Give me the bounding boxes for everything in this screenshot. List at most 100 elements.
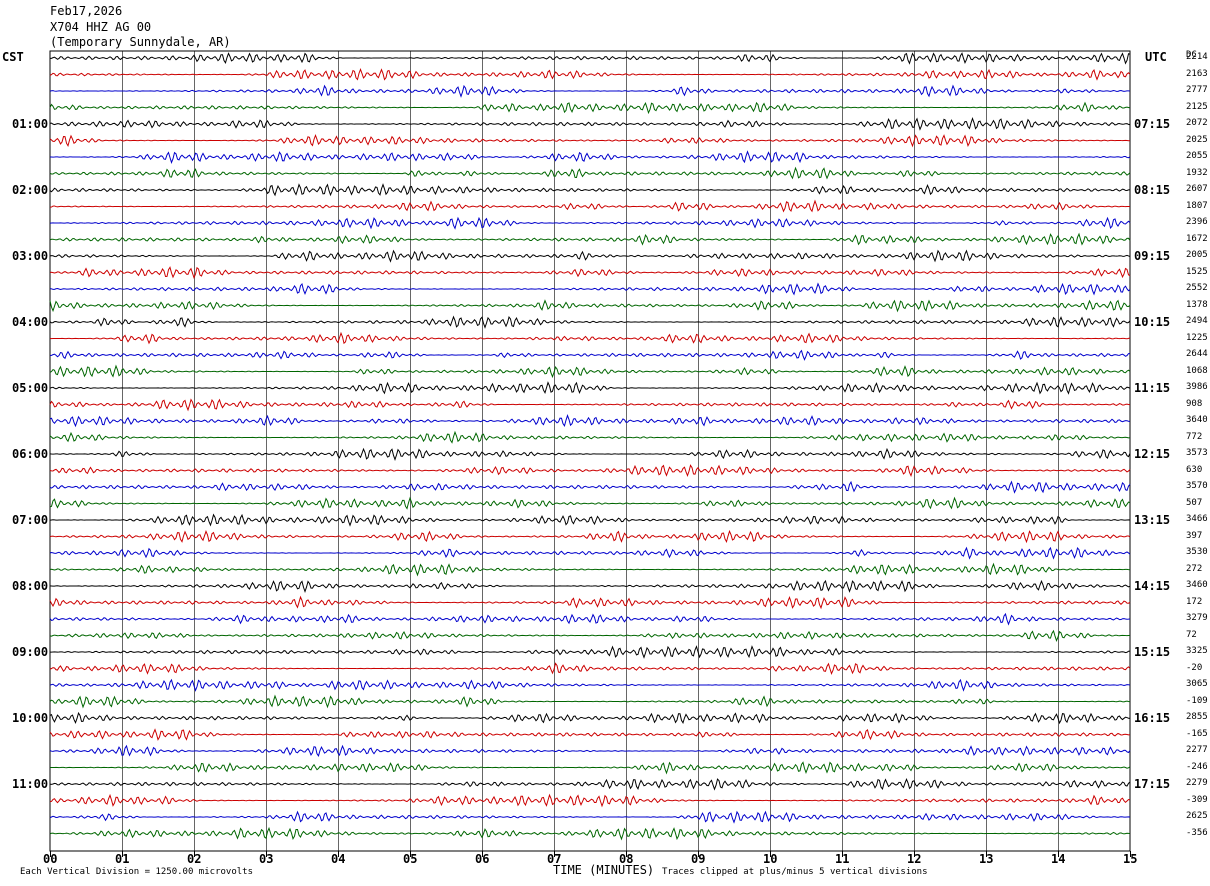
x-tick-label: 12 — [907, 852, 922, 866]
seismic-trace-15 — [49, 282, 1131, 296]
chart-station: X704 HHZ AG 00 — [50, 20, 152, 34]
dc-offset-label: 1225 — [1186, 332, 1208, 343]
seismic-trace-37 — [49, 645, 1131, 659]
dc-offset-label: 397 — [1186, 530, 1203, 541]
seismic-trace-35 — [49, 612, 1131, 626]
footer-left-note: Each Vertical Division = 1250.00 microvo… — [20, 867, 253, 877]
seismic-trace-3 — [49, 84, 1131, 98]
seismic-trace-41 — [49, 711, 1131, 725]
left-timezone-label: CST — [2, 50, 24, 64]
right-hour-label: 10:15 — [1134, 315, 1171, 329]
dc-offset-label: 1932 — [1186, 167, 1208, 178]
seismic-trace-6 — [49, 133, 1131, 148]
dc-offset-label: 772 — [1186, 431, 1203, 442]
x-tick-label: 13 — [979, 852, 994, 866]
left-hour-label: 04:00 — [12, 315, 49, 329]
seismic-trace-22 — [49, 398, 1131, 412]
seismic-trace-30 — [49, 529, 1131, 544]
dc-offset-label: 3986 — [1186, 382, 1208, 392]
dc-offset-label: 2396 — [1186, 217, 1208, 227]
dc-offset-label: 2625 — [1186, 811, 1208, 821]
seismic-trace-28 — [49, 496, 1131, 510]
seismic-trace-2 — [49, 68, 1131, 81]
dc-offset-label: 2005 — [1186, 250, 1208, 260]
chart-date: Feb17,2026 — [50, 4, 123, 18]
x-tick-label: 03 — [259, 852, 274, 866]
seismic-trace-26 — [49, 464, 1131, 477]
right-hour-label: 12:15 — [1134, 447, 1171, 461]
dc-offset-label: -356 — [1186, 827, 1208, 838]
dc-offset-label: 272 — [1186, 563, 1203, 574]
seismic-trace-16 — [49, 299, 1131, 313]
right-hour-label: 07:15 — [1134, 117, 1171, 131]
seismic-trace-47 — [49, 810, 1131, 824]
right-hour-label: 09:15 — [1134, 249, 1171, 263]
dc-offset-label: 2055 — [1186, 151, 1208, 161]
seismic-trace-32 — [49, 562, 1131, 577]
dc-offset-label: 3573 — [1186, 448, 1208, 458]
dc-offset-label: 172 — [1186, 596, 1203, 607]
seismic-trace-10 — [49, 199, 1130, 213]
x-tick-label: 07 — [547, 852, 562, 866]
seismic-trace-33 — [49, 579, 1131, 594]
seismic-trace-24 — [49, 430, 1131, 444]
seismic-trace-44 — [49, 761, 1131, 775]
seismic-trace-36 — [49, 629, 1131, 642]
seismic-trace-48 — [49, 826, 1131, 841]
right-timezone-label: UTC — [1145, 50, 1167, 64]
right-hour-label: 08:15 — [1134, 183, 1171, 197]
seismic-trace-25 — [49, 447, 1131, 461]
left-hour-label: 02:00 — [12, 183, 49, 197]
left-hour-label: 07:00 — [12, 513, 49, 527]
left-hour-label: 10:00 — [12, 711, 49, 725]
dc-offset-label: 1068 — [1186, 365, 1208, 376]
x-tick-label: 15 — [1123, 852, 1138, 866]
x-tick-label: 00 — [43, 852, 58, 866]
dc-offset-label: 908 — [1186, 398, 1203, 409]
x-tick-label: 14 — [1051, 852, 1066, 866]
left-hour-label: 01:00 — [12, 117, 49, 131]
dc-offset-label: 3570 — [1186, 481, 1208, 491]
dc-offset-label: 630 — [1186, 464, 1203, 475]
seismic-trace-8 — [49, 166, 1131, 180]
footer-right-note: Traces clipped at plus/minus 5 vertical … — [662, 867, 928, 877]
dc-offset-label: 2125 — [1186, 101, 1208, 112]
seismic-trace-27 — [49, 480, 1131, 494]
dc-offset-label: 2494 — [1186, 316, 1208, 326]
seismic-trace-43 — [49, 744, 1131, 757]
seismic-trace-45 — [49, 777, 1131, 791]
seismic-trace-17 — [49, 315, 1131, 329]
seismic-trace-19 — [49, 349, 1131, 361]
chart-location: (Temporary Sunnydale, AR) — [50, 35, 231, 49]
x-tick-label: 02 — [187, 852, 202, 866]
dc-offset-label: 1525 — [1186, 266, 1208, 277]
seismic-trace-1 — [49, 52, 1131, 65]
seismic-trace-7 — [49, 150, 1131, 164]
right-hour-label: 16:15 — [1134, 711, 1171, 725]
seismic-trace-42 — [49, 728, 1131, 741]
dc-offset-label: 3279 — [1186, 613, 1208, 623]
dc-offset-label: -246 — [1186, 761, 1208, 772]
dc-offset-label: 2279 — [1186, 778, 1208, 788]
plot-frame — [49, 50, 1131, 852]
left-hour-label: 09:00 — [12, 645, 49, 659]
left-hour-label: 05:00 — [12, 381, 49, 395]
dc-offset-label: 507 — [1186, 497, 1203, 508]
dc-offset-label: 3640 — [1186, 415, 1208, 425]
seismic-trace-46 — [49, 793, 1131, 808]
dc-offset-label: 3466 — [1186, 514, 1208, 524]
seismic-trace-40 — [49, 694, 1131, 709]
dc-offset-label: 3530 — [1186, 547, 1208, 557]
seismic-trace-38 — [49, 662, 1131, 675]
dc-offset-label: 2855 — [1186, 712, 1208, 722]
left-hour-label: 06:00 — [12, 447, 49, 461]
right-hour-label: 14:15 — [1134, 579, 1171, 593]
seismic-trace-31 — [49, 546, 1131, 560]
dc-offset-label: 3065 — [1186, 679, 1208, 689]
seismic-trace-34 — [49, 595, 1131, 610]
seismic-trace-29 — [49, 513, 1131, 527]
dc-offset-label: 2607 — [1186, 184, 1208, 194]
dc-offset-label: 2552 — [1186, 283, 1208, 293]
seismic-trace-12 — [49, 232, 1131, 246]
dc-offset-label: 2163 — [1186, 68, 1208, 79]
